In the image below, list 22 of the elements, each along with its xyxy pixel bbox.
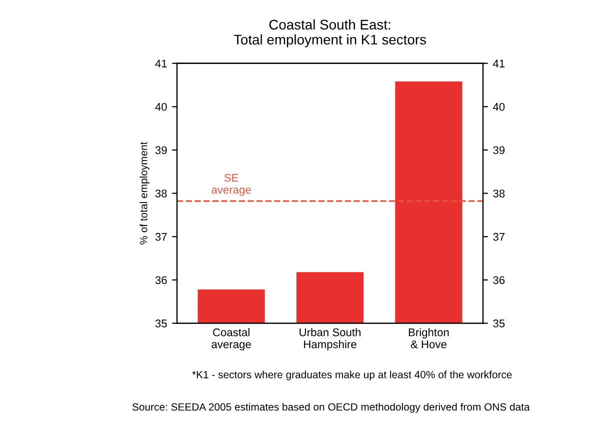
y-tick-label: 37 <box>155 232 167 241</box>
y-tick-label: 41 <box>155 60 167 68</box>
y2-tick-label: 39 <box>493 146 505 154</box>
y2-tick-label: 38 <box>493 190 505 198</box>
x-tick-label: Brighton & Hove <box>408 328 449 348</box>
y-axis-title: % of total employment <box>140 142 150 244</box>
y2-tick-label: 36 <box>493 276 505 284</box>
ref-line-label: SE average <box>212 174 251 196</box>
y2-tick-label: 37 <box>493 232 505 241</box>
chart-title: Coastal South East: Total employment in K1 sectors <box>234 19 426 48</box>
x-tick-label: Coastal average <box>212 328 251 350</box>
y2-tick-label: 40 <box>492 102 505 111</box>
y-tick-label: 39 <box>155 146 167 154</box>
y-tick-label: 40 <box>155 102 167 111</box>
y-tick-label: 38 <box>155 190 167 198</box>
y2-tick-label: 35 <box>493 320 505 328</box>
text: *K1 - sectors where graduates make up at least 40% of the workforce <box>192 370 512 380</box>
y-tick-label: 36 <box>155 276 167 284</box>
x-tick-label: Urban South Hampshire <box>300 328 360 350</box>
y2-tick-label: 41 <box>492 60 505 68</box>
y-tick-label: 35 <box>155 320 167 328</box>
source-note: Source: SEEDA 2005 estimates based on OECD methodology derived from ONS data <box>132 402 530 413</box>
